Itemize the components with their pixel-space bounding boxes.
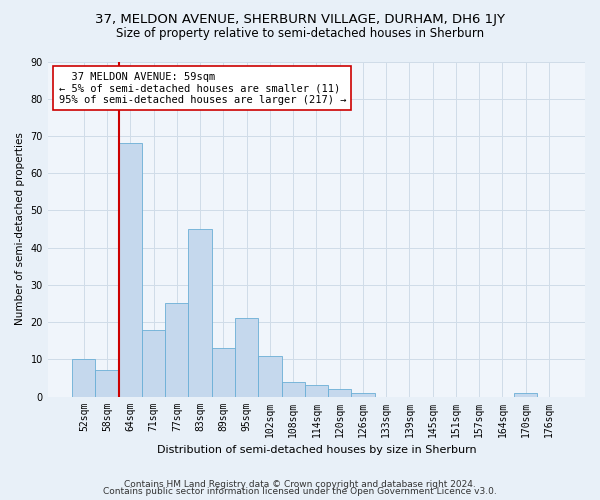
Text: Contains HM Land Registry data © Crown copyright and database right 2024.: Contains HM Land Registry data © Crown c…: [124, 480, 476, 489]
Bar: [281, 382, 305, 396]
Text: Size of property relative to semi-detached houses in Sherburn: Size of property relative to semi-detach…: [116, 28, 484, 40]
Text: 37 MELDON AVENUE: 59sqm
← 5% of semi-detached houses are smaller (11)
95% of sem: 37 MELDON AVENUE: 59sqm ← 5% of semi-det…: [59, 72, 346, 105]
Bar: [142, 330, 165, 396]
Bar: [72, 360, 95, 397]
Bar: [119, 144, 142, 396]
Bar: [514, 393, 538, 396]
Bar: [258, 356, 281, 397]
Bar: [165, 304, 188, 396]
Bar: [188, 229, 212, 396]
Text: Contains public sector information licensed under the Open Government Licence v3: Contains public sector information licen…: [103, 488, 497, 496]
Bar: [305, 386, 328, 396]
Y-axis label: Number of semi-detached properties: Number of semi-detached properties: [15, 132, 25, 326]
Text: 37, MELDON AVENUE, SHERBURN VILLAGE, DURHAM, DH6 1JY: 37, MELDON AVENUE, SHERBURN VILLAGE, DUR…: [95, 12, 505, 26]
Bar: [95, 370, 119, 396]
Bar: [351, 393, 374, 396]
X-axis label: Distribution of semi-detached houses by size in Sherburn: Distribution of semi-detached houses by …: [157, 445, 476, 455]
Bar: [328, 389, 351, 396]
Bar: [212, 348, 235, 397]
Bar: [235, 318, 258, 396]
